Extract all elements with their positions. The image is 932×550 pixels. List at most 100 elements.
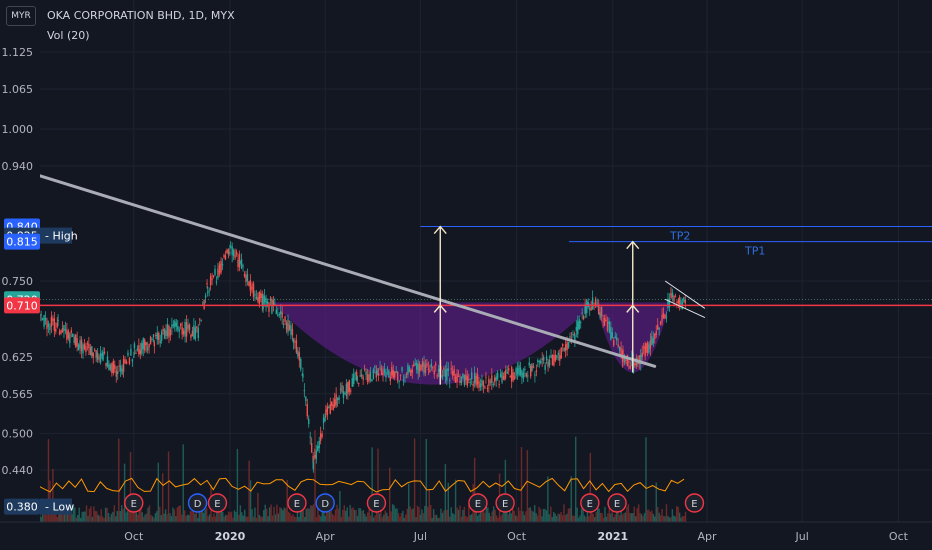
volume-bar	[621, 514, 624, 522]
volume-bar	[144, 514, 146, 522]
price-label-bg	[4, 297, 40, 314]
volume-bar	[579, 515, 581, 522]
candle-body	[504, 371, 506, 381]
volume-bar	[280, 508, 283, 522]
volume-bar	[78, 507, 80, 522]
volume-bar	[320, 516, 322, 522]
volume-bar	[377, 448, 379, 522]
volume-bar	[205, 508, 208, 522]
volume-bar	[178, 505, 180, 522]
candle-body	[274, 303, 276, 305]
candle-body	[532, 366, 535, 369]
marker-label: E	[587, 499, 593, 510]
volume-bar	[492, 506, 495, 522]
candle-body	[257, 296, 259, 302]
candle-body	[339, 388, 342, 390]
price-tick-label: 0.940	[2, 160, 34, 173]
candle-body	[530, 365, 532, 377]
target-arrow	[626, 240, 640, 306]
volume-bar	[490, 516, 492, 522]
volume-bar	[665, 504, 668, 522]
volume-bar	[615, 505, 618, 522]
time-tick-label: Oct	[124, 530, 144, 543]
volume-bar	[282, 510, 284, 522]
volume-bar	[353, 509, 356, 522]
volume-bar	[632, 513, 634, 522]
candle-body	[145, 342, 147, 346]
volume-bar	[598, 508, 600, 522]
candle-body	[160, 331, 163, 341]
volume-bar	[104, 507, 107, 522]
price-tag-label: - Low	[45, 501, 74, 514]
time-tick-label: 2020	[215, 530, 246, 543]
volume-bar	[352, 507, 354, 522]
candle-body	[449, 380, 451, 382]
volume-bar	[371, 447, 373, 522]
candle-body	[285, 322, 288, 330]
volume-bar	[223, 516, 225, 522]
candle-body	[72, 333, 74, 338]
candle-body	[220, 260, 222, 273]
volume-bar	[271, 515, 274, 522]
candle-body	[569, 336, 571, 338]
candle-body	[622, 349, 624, 360]
candle-body	[602, 321, 604, 323]
volume-bar	[63, 512, 66, 522]
marker-circle	[287, 493, 307, 513]
price-tick-label: 1.065	[2, 83, 34, 96]
currency-badge[interactable]: MYR	[6, 6, 36, 26]
volume-bar	[566, 513, 568, 522]
volume-bar	[555, 516, 558, 522]
volume-bar	[340, 517, 343, 522]
candle-body	[281, 312, 283, 318]
volume-bar	[415, 517, 417, 522]
candle-body	[197, 327, 199, 338]
candle-body	[221, 264, 224, 266]
candle-body	[94, 349, 96, 351]
candle-body	[446, 368, 448, 381]
candle-body	[56, 322, 58, 328]
candle-body	[664, 314, 666, 319]
volume-bar	[535, 513, 537, 522]
volume-bar	[380, 510, 382, 522]
candle-body	[553, 355, 555, 366]
volume-bar	[211, 516, 214, 522]
volume-bar	[156, 511, 158, 522]
volume-bar	[276, 504, 278, 522]
volume-bar	[503, 506, 505, 522]
volume-bar	[405, 514, 407, 522]
candle-body	[182, 330, 185, 335]
candle-body	[360, 374, 363, 377]
volume-bar	[60, 508, 63, 522]
candle-body	[77, 344, 80, 351]
candle-body	[295, 340, 298, 353]
volume-bar	[659, 515, 662, 522]
volume-bar	[166, 514, 168, 522]
volume-bar	[463, 506, 466, 522]
candle-body	[122, 358, 125, 372]
volume-bar	[427, 506, 429, 522]
candle-body	[389, 376, 392, 382]
volume-bar	[651, 510, 653, 522]
candle-body	[328, 407, 330, 409]
candle-body	[535, 370, 538, 373]
volume-bar	[406, 508, 408, 522]
candle-body	[53, 318, 56, 331]
candle-body	[641, 352, 643, 358]
volume-bar	[216, 506, 218, 522]
volume-bar	[576, 507, 578, 522]
candle-body	[424, 364, 427, 373]
volume-bar	[500, 515, 502, 522]
candle-body	[556, 355, 558, 359]
volume-bar	[386, 512, 388, 522]
volume-bar	[224, 514, 227, 522]
volume-bar	[56, 516, 58, 522]
volume-bar	[633, 506, 635, 522]
candle-body	[60, 330, 62, 334]
volume-bar	[539, 509, 542, 522]
volume-bar	[412, 508, 414, 522]
volume-bar	[418, 506, 420, 522]
marker-label: E	[294, 499, 300, 510]
volume-bar	[620, 508, 622, 522]
